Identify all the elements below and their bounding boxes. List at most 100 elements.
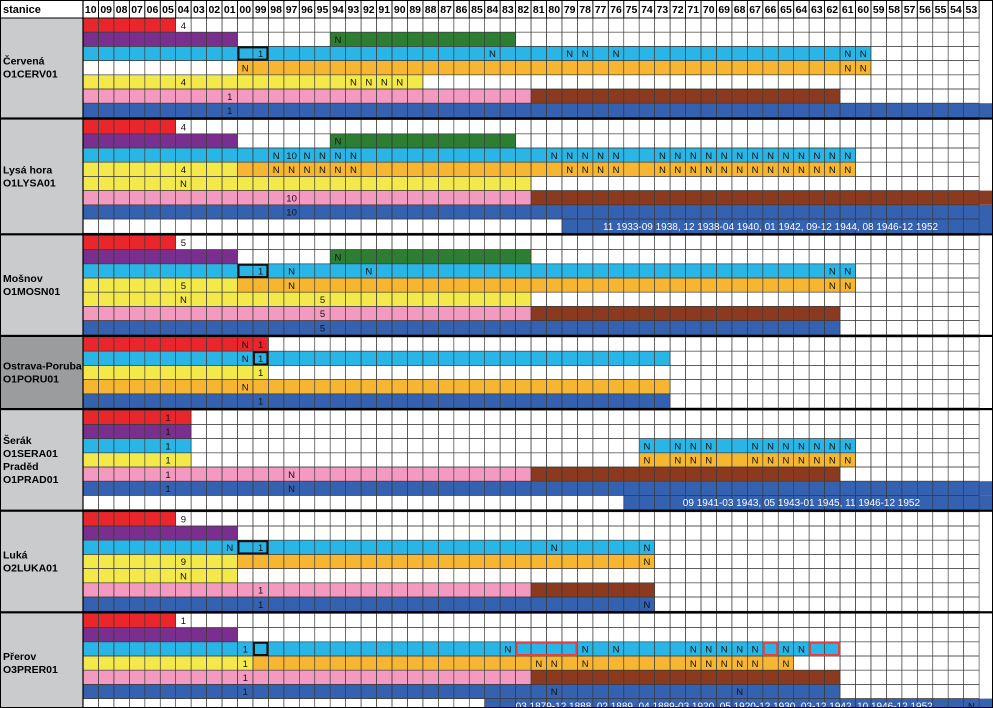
grid-cell bbox=[901, 379, 918, 395]
grid-cell bbox=[901, 350, 918, 366]
grid-cell bbox=[607, 511, 625, 527]
grid-cell bbox=[607, 336, 625, 352]
grid-cell bbox=[530, 133, 547, 149]
grid-cell bbox=[407, 218, 424, 234]
grid-cell bbox=[700, 336, 717, 352]
grid-cell bbox=[839, 511, 856, 527]
grid-cell bbox=[345, 218, 362, 234]
grid-cell bbox=[777, 291, 794, 307]
grid-cell bbox=[592, 336, 609, 352]
grid-cell bbox=[870, 320, 887, 336]
grid-cell bbox=[762, 176, 779, 191]
grid-cell bbox=[484, 424, 501, 439]
grid-cell bbox=[623, 119, 640, 135]
grid-cell bbox=[654, 336, 671, 352]
grid-cell bbox=[808, 350, 825, 366]
grid-cell bbox=[762, 424, 779, 439]
grid-cell bbox=[252, 495, 269, 510]
grid-cell bbox=[855, 539, 872, 555]
grid-cell bbox=[793, 568, 810, 584]
grid-cell bbox=[793, 291, 810, 307]
grid-cell bbox=[592, 495, 609, 510]
grid-cell bbox=[793, 554, 810, 569]
cell-label: N bbox=[319, 165, 326, 176]
grid-cell bbox=[468, 525, 485, 541]
grid-cell bbox=[669, 365, 686, 380]
grid-cell bbox=[808, 74, 825, 90]
cell-label: N bbox=[752, 659, 759, 670]
year-header-73: 73 bbox=[657, 4, 669, 16]
year-header-64: 64 bbox=[796, 4, 808, 16]
grid-cell bbox=[515, 365, 532, 380]
cell-label: N bbox=[783, 659, 790, 670]
grid-cell bbox=[947, 379, 964, 395]
grid-cell bbox=[654, 119, 671, 135]
grid-cell bbox=[762, 596, 779, 612]
grid-cell bbox=[252, 511, 269, 527]
station-name: Červená bbox=[3, 55, 45, 68]
cell-label: N bbox=[566, 151, 573, 162]
grid-cell bbox=[870, 438, 887, 454]
grid-cell bbox=[407, 336, 424, 352]
grid-cell bbox=[314, 511, 331, 527]
grid-cell bbox=[422, 119, 439, 135]
grid-cell bbox=[762, 393, 779, 409]
grid-cell bbox=[685, 379, 702, 395]
cell-label: N bbox=[844, 165, 851, 176]
cell-label: N bbox=[396, 78, 403, 89]
grid-cell bbox=[963, 249, 980, 265]
cell-label: N bbox=[582, 165, 589, 176]
grid-cell bbox=[654, 249, 671, 265]
grid-cell bbox=[638, 424, 655, 439]
grid-cell bbox=[839, 235, 856, 250]
grid-cell bbox=[546, 119, 563, 135]
cell-label: 1 bbox=[165, 456, 170, 467]
cell-label: N bbox=[798, 151, 805, 162]
cell-label: 1 bbox=[165, 413, 170, 424]
grid-cell bbox=[855, 88, 872, 104]
header-cell bbox=[963, 0, 980, 19]
grid-cell bbox=[932, 306, 949, 321]
grid-cell bbox=[793, 350, 810, 366]
grid-cell bbox=[468, 119, 485, 135]
grid-cell bbox=[314, 438, 331, 454]
grid-cell bbox=[747, 249, 764, 265]
grid-cell bbox=[932, 88, 949, 104]
grid-cell bbox=[886, 88, 903, 104]
grid-cell bbox=[438, 424, 455, 439]
data-bar-purple bbox=[83, 424, 192, 439]
grid-cell bbox=[237, 438, 254, 454]
grid-cell bbox=[916, 424, 934, 439]
grid-cell bbox=[901, 306, 918, 321]
grid-cell bbox=[453, 409, 470, 425]
grid-cell bbox=[252, 409, 269, 425]
grid-cell bbox=[901, 291, 918, 307]
cell-label: N bbox=[721, 645, 728, 656]
grid-cell bbox=[422, 365, 439, 380]
grid-cell bbox=[855, 176, 872, 191]
grid-cell bbox=[824, 291, 841, 307]
grid-cell bbox=[716, 235, 733, 250]
grid-cell bbox=[685, 568, 702, 584]
grid-cell bbox=[221, 17, 238, 33]
grid-cell bbox=[731, 525, 748, 541]
grid-cell bbox=[901, 539, 918, 555]
grid-cell bbox=[947, 393, 964, 409]
grid-cell bbox=[422, 409, 439, 425]
grid-cell bbox=[82, 495, 99, 510]
grid-cell bbox=[283, 119, 300, 135]
grid-cell bbox=[623, 409, 640, 425]
station-name: O1LYSA01 bbox=[3, 177, 56, 189]
cell-label: N bbox=[705, 456, 712, 467]
grid-cell bbox=[777, 582, 794, 598]
grid-cell bbox=[762, 582, 779, 598]
grid-cell bbox=[685, 235, 702, 250]
cell-label: N bbox=[643, 557, 650, 568]
grid-cell bbox=[283, 452, 300, 468]
grid-cell bbox=[515, 74, 532, 90]
grid-cell bbox=[484, 452, 501, 468]
grid-cell bbox=[947, 438, 964, 454]
grid-cell bbox=[592, 365, 609, 380]
grid-cell bbox=[716, 554, 733, 569]
grid-cell bbox=[932, 554, 949, 569]
